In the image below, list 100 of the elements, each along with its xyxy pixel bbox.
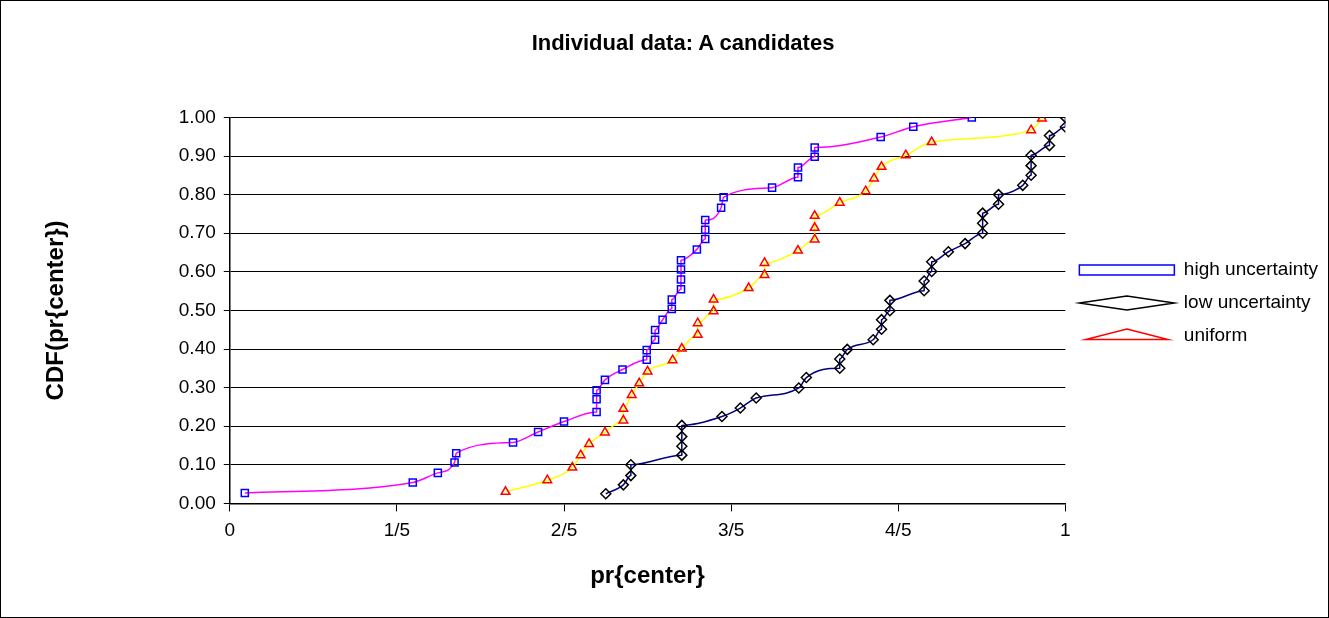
legend-label: high uncertainty (1183, 258, 1319, 280)
point (942, 245, 955, 258)
point (667, 354, 678, 364)
point (592, 394, 601, 404)
x-tick-label: 0 (224, 519, 236, 541)
point (584, 438, 595, 448)
point (500, 486, 511, 496)
point (867, 333, 879, 346)
y-tick-label: 0.60 (178, 260, 216, 282)
point (734, 402, 747, 414)
point (676, 265, 686, 274)
y-tick-label: 0.70 (178, 221, 216, 243)
point (1043, 139, 1056, 152)
point (834, 353, 846, 365)
point (692, 317, 703, 327)
y-tick-label: 0.90 (178, 144, 216, 166)
point (834, 196, 845, 206)
point (868, 172, 880, 182)
point (810, 143, 819, 152)
point (575, 449, 586, 459)
point (708, 293, 719, 303)
point (667, 304, 677, 314)
point (592, 386, 601, 395)
point (617, 479, 630, 491)
point (809, 222, 820, 232)
point (676, 430, 688, 443)
point (599, 426, 611, 436)
point (618, 414, 629, 424)
legend-label: uniform (1183, 324, 1248, 346)
y-axis-title: CDF(pr{center}) (41, 220, 69, 401)
point (918, 284, 930, 297)
point (625, 469, 637, 482)
point (676, 449, 688, 461)
point (976, 217, 989, 229)
point (542, 474, 553, 484)
x-tick-label: 1 (1060, 519, 1071, 541)
point (876, 132, 885, 142)
point (567, 461, 578, 471)
point (810, 152, 819, 162)
point (759, 257, 770, 267)
point (1043, 129, 1056, 142)
point (634, 377, 645, 387)
legend-label: low uncertainty (1183, 291, 1312, 313)
point (692, 328, 703, 338)
point (918, 275, 930, 287)
point (642, 355, 652, 365)
point (676, 255, 686, 265)
point (667, 295, 677, 304)
point (559, 417, 569, 426)
point (743, 282, 754, 292)
point (1016, 179, 1029, 192)
point (750, 392, 762, 404)
point (992, 188, 1005, 201)
point (650, 335, 660, 345)
y-tick-label: 0.30 (178, 375, 216, 397)
point (884, 294, 896, 307)
point (909, 122, 918, 131)
point (809, 210, 820, 220)
point (959, 237, 971, 250)
point (925, 256, 938, 268)
point (875, 313, 888, 326)
point (716, 410, 728, 423)
x-tick-label: 1/5 (383, 519, 411, 541)
point (592, 407, 601, 417)
point (600, 375, 610, 385)
point (1025, 159, 1037, 172)
point (240, 488, 250, 498)
point (676, 284, 686, 294)
point (451, 448, 461, 458)
x-tick-label: 3/5 (717, 519, 745, 541)
point (884, 305, 896, 317)
y-tick-label: 0.00 (178, 491, 216, 513)
point (676, 440, 688, 453)
point (800, 371, 813, 384)
chart-title: Individual data: A candidates (531, 30, 835, 56)
point (876, 161, 887, 171)
point (1025, 169, 1037, 182)
point (875, 323, 888, 336)
y-tick-label: 0.10 (178, 453, 216, 475)
point (450, 458, 459, 467)
point (793, 172, 803, 182)
point (716, 203, 726, 213)
point (625, 459, 637, 471)
point (692, 245, 702, 254)
point (618, 403, 629, 413)
point (792, 244, 804, 254)
point (900, 149, 911, 159)
point (618, 365, 627, 374)
point (626, 389, 637, 399)
point (676, 342, 687, 352)
x-tick-label: 4/5 (885, 519, 912, 541)
point (1025, 149, 1037, 161)
point (925, 265, 938, 278)
point (1026, 124, 1037, 134)
point (433, 468, 443, 478)
point (508, 438, 518, 447)
point (658, 315, 667, 324)
point (976, 207, 989, 219)
point (700, 225, 710, 235)
point (860, 185, 871, 195)
